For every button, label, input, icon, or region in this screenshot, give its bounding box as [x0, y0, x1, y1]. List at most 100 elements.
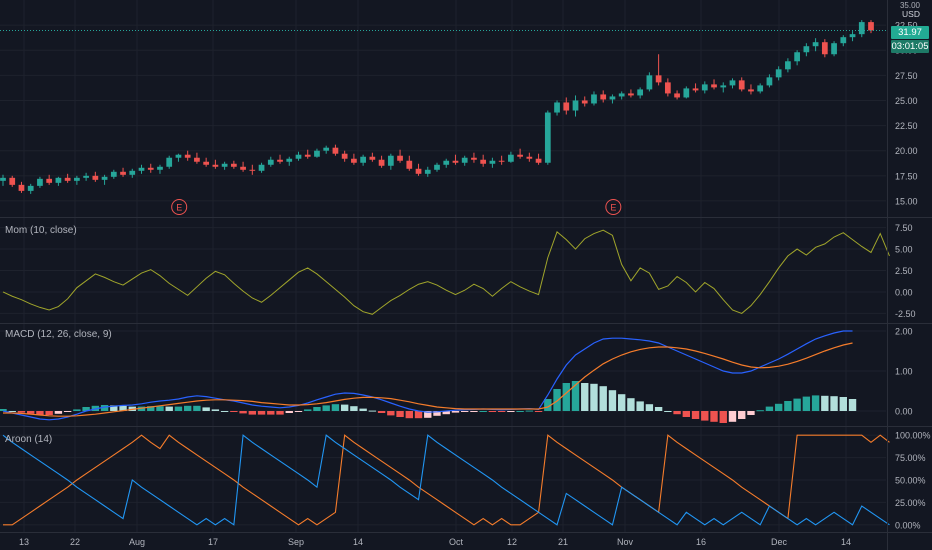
candle-body [314, 150, 320, 157]
macd-histogram-bar [211, 409, 220, 411]
candle-body [868, 22, 874, 31]
candle-body [692, 88, 699, 91]
macd-histogram-bar [470, 411, 478, 412]
macd-histogram-bar [377, 411, 386, 413]
momentum-axis-label: 5.00 [895, 245, 913, 255]
candle-body [711, 84, 717, 88]
aroon-axis-label: 25.00% [895, 498, 926, 508]
macd-histogram-bar [405, 411, 413, 419]
candle-body [748, 89, 754, 92]
candle-body [378, 159, 385, 166]
candle-body [147, 167, 154, 170]
candle-body [258, 164, 265, 171]
macd-histogram-bar [507, 411, 515, 412]
candle-body [221, 163, 228, 167]
macd-histogram-bar [830, 396, 838, 411]
macd-histogram-bar [63, 411, 72, 412]
candle-body [452, 160, 459, 163]
candle-body [720, 85, 727, 88]
candle-body [351, 158, 357, 163]
candle-body [175, 154, 182, 158]
macd-histogram-bar [497, 411, 506, 412]
macd-histogram-bar [396, 411, 404, 417]
time-axis[interactable]: 13 22 Aug 17 Sep 14 Oct 12 21 Nov 16 Dec 14 [19, 537, 851, 547]
earnings-marker: E [605, 199, 622, 215]
macd-histogram-bar [617, 394, 626, 411]
macd-axis-label: 2.00 [895, 327, 913, 337]
macd-histogram-bar [54, 411, 63, 414]
candle-body [443, 160, 450, 165]
candle-body [212, 164, 219, 167]
candle-body [618, 93, 625, 97]
candle-body [664, 82, 671, 94]
candle-body [304, 154, 311, 157]
macd-pane[interactable] [0, 330, 857, 423]
macd-histogram-bar [267, 411, 275, 415]
candle-body [683, 88, 690, 98]
candle-body [489, 160, 496, 164]
aroon-title[interactable]: Aroon (14) [5, 434, 53, 445]
candle-body [286, 158, 293, 162]
macd-histogram-bar [673, 411, 681, 415]
macd-histogram-bar [516, 411, 524, 412]
macd-histogram-bar [756, 410, 764, 412]
candle-body [434, 164, 440, 170]
candle-body [849, 34, 856, 38]
macd-histogram-bar [202, 407, 210, 411]
aroon-axis-label: 50.00% [895, 476, 926, 486]
candle-body [840, 37, 847, 44]
momentum-pane[interactable] [2, 229, 890, 315]
macd-histogram-bar [73, 409, 81, 411]
aroon-axis-label: 100.00% [895, 431, 931, 441]
time-axis-label: Nov [617, 537, 634, 547]
candle-body [27, 185, 34, 191]
macd-histogram-bar [100, 405, 109, 411]
momentum-title[interactable]: Mom (10, close) [5, 225, 77, 236]
candle-body [674, 93, 680, 98]
time-axis-label: 17 [208, 537, 218, 547]
price-axis[interactable]: 32.5030.0027.5025.0022.5020.0017.5015.00… [895, 21, 931, 531]
macd-axis-label: 1.00 [895, 367, 913, 377]
macd-histogram-bar [821, 395, 829, 411]
macd-histogram-bar [239, 411, 247, 414]
candle-body [526, 156, 533, 159]
macd-histogram-bar [525, 410, 534, 412]
candle-body [406, 160, 413, 169]
last-price-tag: 31.97 [891, 26, 929, 39]
time-axis-label: Aug [129, 537, 145, 547]
candle-body [461, 157, 468, 163]
macd-title[interactable]: MACD (12, 26, close, 9) [5, 329, 112, 340]
macd-histogram-bar [839, 397, 847, 411]
macd-histogram-bar [230, 411, 238, 412]
candle-body [341, 153, 348, 159]
candle-body [498, 160, 505, 162]
macd-histogram-bar [599, 386, 607, 411]
candle-body [775, 69, 782, 78]
candle-body [572, 100, 579, 111]
candle-body [0, 177, 6, 181]
candle-body [203, 161, 210, 165]
candle-body [194, 157, 200, 162]
candle-body [166, 157, 173, 167]
aroon-pane[interactable] [2, 434, 890, 526]
macd-histogram-bar [183, 405, 192, 411]
macd-histogram-bar [8, 411, 16, 412]
unit-label: USD [902, 9, 920, 19]
candle-body [295, 154, 302, 159]
candle-body [701, 84, 708, 91]
macd-histogram-bar [728, 411, 737, 422]
candle-body [646, 75, 653, 90]
candle-body [74, 177, 80, 181]
macd-histogram-bar [664, 411, 672, 412]
aroon-down-line [2, 434, 890, 526]
candle-body [600, 94, 607, 100]
macd-histogram-bar [636, 401, 644, 411]
macd-histogram-bar [248, 411, 257, 415]
macd-histogram-bar [350, 406, 358, 411]
candle-body [471, 157, 477, 160]
macd-histogram-bar [848, 399, 857, 411]
candle-body [766, 77, 773, 86]
